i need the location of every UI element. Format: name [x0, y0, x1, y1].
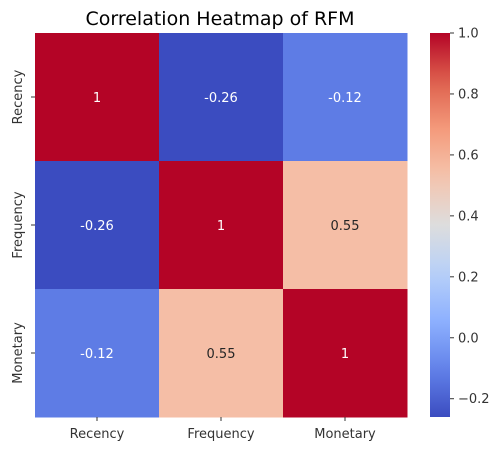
cell-annotation-r0-c0: 1 — [93, 91, 101, 106]
colorbar-tick-label: 0.0 — [458, 331, 479, 346]
x-axis: Recency Frequency Monetary — [70, 417, 376, 442]
y-tick-label: Monetary — [11, 322, 26, 384]
cell-annotation-r0-c1: -0.26 — [204, 91, 238, 106]
cell-annotation-r0-c2: -0.12 — [328, 91, 362, 106]
x-tick-label: Recency — [70, 427, 125, 442]
colorbar-tick-label: 0.8 — [458, 87, 479, 102]
colorbar-tick-label: 1.0 — [458, 27, 479, 42]
y-axis: Recency Frequency Monetary — [11, 69, 35, 383]
chart-title: Correlation Heatmap of RFM — [85, 8, 354, 30]
x-tick-label: Monetary — [314, 427, 376, 442]
cell-annotation-r1-c0: -0.26 — [80, 219, 114, 234]
colorbar-tick-label: 0.4 — [458, 209, 479, 224]
cell-annotation-r1-c1: 1 — [217, 219, 225, 234]
cell-annotation-r2-c2: 1 — [341, 347, 349, 362]
colorbar-tick-label: 0.2 — [458, 270, 479, 285]
x-tick-label: Frequency — [187, 427, 254, 442]
y-tick-label: Frequency — [11, 191, 26, 258]
cell-annotation-r2-c0: -0.12 — [80, 347, 114, 362]
colorbar-tick-label: −0.2 — [458, 392, 490, 407]
cell-annotation-r1-c2: 0.55 — [331, 219, 360, 234]
y-tick-label: Recency — [11, 69, 26, 124]
colorbar-tick-label: 0.6 — [458, 148, 479, 163]
colorbar-gradient — [430, 33, 450, 417]
colorbar: 1.0 0.8 0.6 0.4 0.2 0.0 −0.2 — [430, 27, 490, 418]
cell-annotation-r2-c1: 0.55 — [207, 347, 236, 362]
